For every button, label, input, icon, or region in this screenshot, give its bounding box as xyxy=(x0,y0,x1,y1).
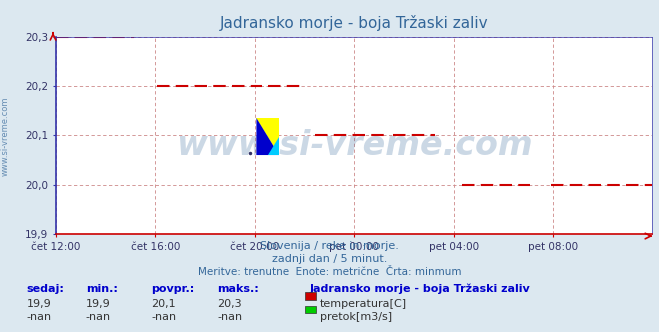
Text: www.si-vreme.com: www.si-vreme.com xyxy=(176,129,532,162)
Text: min.:: min.: xyxy=(86,284,117,294)
Text: sedaj:: sedaj: xyxy=(26,284,64,294)
Text: 20,1: 20,1 xyxy=(152,299,176,309)
Polygon shape xyxy=(256,118,279,155)
Text: 20,3: 20,3 xyxy=(217,299,242,309)
Text: -nan: -nan xyxy=(86,312,111,322)
Title: Jadransko morje - boja Tržaski zaliv: Jadransko morje - boja Tržaski zaliv xyxy=(220,15,488,31)
Text: pretok[m3/s]: pretok[m3/s] xyxy=(320,312,391,322)
Text: temperatura[C]: temperatura[C] xyxy=(320,299,407,309)
Text: povpr.:: povpr.: xyxy=(152,284,195,294)
Text: Meritve: trenutne  Enote: metrične  Črta: minmum: Meritve: trenutne Enote: metrične Črta: … xyxy=(198,267,461,277)
Text: -nan: -nan xyxy=(152,312,177,322)
Text: -nan: -nan xyxy=(26,312,51,322)
Text: zadnji dan / 5 minut.: zadnji dan / 5 minut. xyxy=(272,254,387,264)
Polygon shape xyxy=(256,118,279,155)
Polygon shape xyxy=(268,136,279,155)
Text: Slovenija / reke in morje.: Slovenija / reke in morje. xyxy=(260,241,399,251)
Text: -nan: -nan xyxy=(217,312,243,322)
Text: www.si-vreme.com: www.si-vreme.com xyxy=(1,96,10,176)
Text: 19,9: 19,9 xyxy=(26,299,51,309)
Text: maks.:: maks.: xyxy=(217,284,259,294)
Text: Jadransko morje - boja Tržaski zaliv: Jadransko morje - boja Tržaski zaliv xyxy=(310,284,530,294)
Text: 19,9: 19,9 xyxy=(86,299,111,309)
